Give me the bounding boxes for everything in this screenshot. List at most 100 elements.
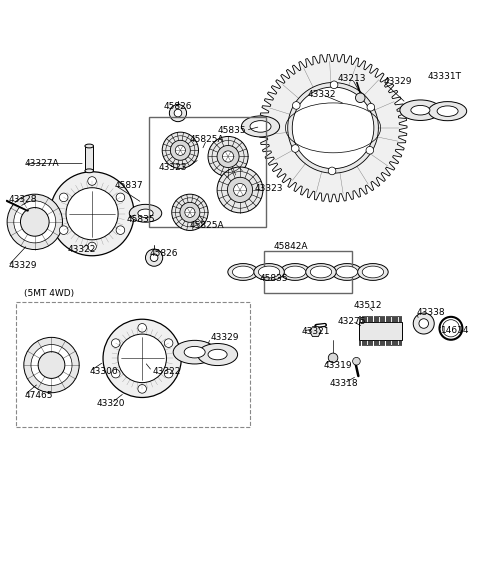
Ellipse shape xyxy=(362,266,384,278)
Text: 43329: 43329 xyxy=(383,77,412,86)
Bar xyxy=(390,316,392,322)
Circle shape xyxy=(103,319,181,397)
Ellipse shape xyxy=(411,105,430,115)
Circle shape xyxy=(353,357,360,365)
Polygon shape xyxy=(259,54,407,202)
Ellipse shape xyxy=(228,264,258,280)
Bar xyxy=(400,340,401,345)
Text: 45837: 45837 xyxy=(115,181,144,190)
Circle shape xyxy=(288,82,378,173)
Circle shape xyxy=(88,242,96,251)
Text: 45825A: 45825A xyxy=(189,135,224,144)
Ellipse shape xyxy=(358,264,388,280)
Circle shape xyxy=(145,249,163,266)
Bar xyxy=(395,340,396,345)
Circle shape xyxy=(138,324,146,332)
Bar xyxy=(378,340,380,345)
Circle shape xyxy=(150,254,158,261)
Text: 43323: 43323 xyxy=(254,184,283,193)
Bar xyxy=(397,340,399,345)
Circle shape xyxy=(21,208,49,236)
Text: 45835: 45835 xyxy=(217,126,246,135)
Circle shape xyxy=(111,339,120,347)
Ellipse shape xyxy=(129,204,162,222)
Circle shape xyxy=(14,201,56,243)
Text: 43322: 43322 xyxy=(152,367,180,376)
Circle shape xyxy=(88,177,96,185)
Ellipse shape xyxy=(254,264,284,280)
Circle shape xyxy=(217,167,263,213)
Bar xyxy=(373,316,375,322)
Bar xyxy=(369,316,370,322)
Circle shape xyxy=(116,193,125,202)
Ellipse shape xyxy=(138,209,153,218)
Ellipse shape xyxy=(332,264,362,280)
Ellipse shape xyxy=(310,266,332,278)
Bar xyxy=(381,340,382,345)
Bar xyxy=(381,316,382,322)
Text: 43327A: 43327A xyxy=(24,159,59,168)
Text: 43319: 43319 xyxy=(324,360,352,370)
Bar xyxy=(388,316,389,322)
Bar xyxy=(362,340,363,345)
Circle shape xyxy=(172,194,208,230)
Text: 45835: 45835 xyxy=(259,274,288,283)
Ellipse shape xyxy=(85,144,94,148)
Text: 43338: 43338 xyxy=(417,308,445,317)
Circle shape xyxy=(180,202,200,222)
Text: 45826: 45826 xyxy=(164,102,192,111)
Circle shape xyxy=(328,353,338,363)
Circle shape xyxy=(356,93,365,102)
Bar xyxy=(360,322,402,340)
Bar xyxy=(149,118,266,227)
Text: 43323: 43323 xyxy=(159,163,188,172)
Bar xyxy=(362,316,363,322)
Circle shape xyxy=(292,87,374,168)
Bar xyxy=(388,340,389,345)
Text: 43300: 43300 xyxy=(90,367,118,376)
Text: 45835: 45835 xyxy=(126,215,155,223)
Ellipse shape xyxy=(85,169,94,173)
Circle shape xyxy=(291,144,299,152)
Ellipse shape xyxy=(184,346,205,358)
Circle shape xyxy=(31,345,72,386)
Bar xyxy=(390,340,392,345)
Circle shape xyxy=(413,313,434,334)
Bar xyxy=(364,316,365,322)
Text: 43275: 43275 xyxy=(338,316,366,326)
Bar xyxy=(366,340,368,345)
Text: 43332: 43332 xyxy=(308,90,336,99)
Text: 43318: 43318 xyxy=(330,378,359,388)
Circle shape xyxy=(66,188,118,240)
Ellipse shape xyxy=(284,266,306,278)
Bar xyxy=(383,340,384,345)
Circle shape xyxy=(164,339,173,347)
Bar xyxy=(400,316,401,322)
Ellipse shape xyxy=(280,264,310,280)
Circle shape xyxy=(116,226,125,235)
Text: 43329: 43329 xyxy=(8,261,36,270)
Ellipse shape xyxy=(429,102,467,121)
Circle shape xyxy=(366,146,373,154)
Circle shape xyxy=(60,193,68,202)
Text: 14614: 14614 xyxy=(442,326,470,335)
Ellipse shape xyxy=(400,100,441,121)
Bar xyxy=(373,340,375,345)
Ellipse shape xyxy=(258,266,280,278)
Ellipse shape xyxy=(306,264,336,280)
Circle shape xyxy=(185,207,195,218)
Ellipse shape xyxy=(173,340,216,364)
Text: 43331T: 43331T xyxy=(428,73,462,81)
Ellipse shape xyxy=(336,266,358,278)
Ellipse shape xyxy=(232,266,254,278)
Ellipse shape xyxy=(250,121,271,132)
Circle shape xyxy=(7,194,62,250)
Circle shape xyxy=(174,109,182,117)
Bar xyxy=(385,316,387,322)
Circle shape xyxy=(175,145,185,156)
Text: 43322: 43322 xyxy=(67,245,96,254)
Circle shape xyxy=(330,81,338,88)
Circle shape xyxy=(208,136,248,177)
Bar xyxy=(383,316,384,322)
Circle shape xyxy=(162,132,199,168)
